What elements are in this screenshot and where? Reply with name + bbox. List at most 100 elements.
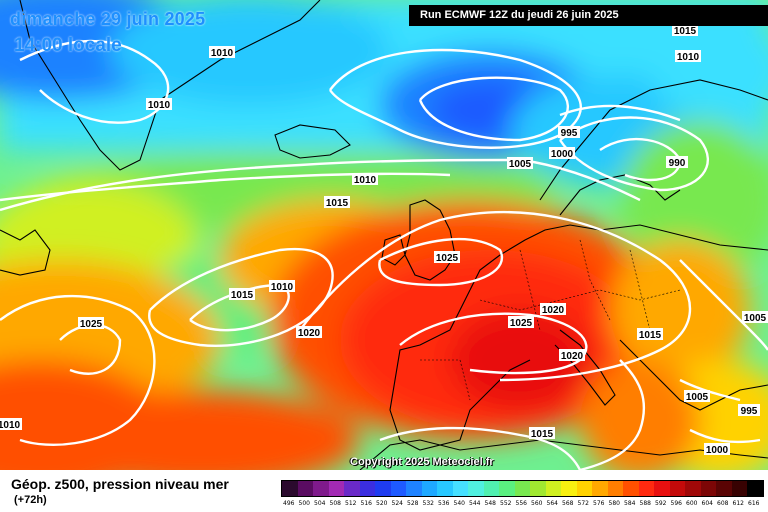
scale-swatch xyxy=(328,481,344,496)
svg-text:1005: 1005 xyxy=(686,392,709,403)
scale-label: 556 xyxy=(515,500,527,507)
svg-text:1025: 1025 xyxy=(80,319,103,330)
svg-text:1015: 1015 xyxy=(674,26,697,37)
svg-text:1000: 1000 xyxy=(706,445,729,456)
svg-text:1010: 1010 xyxy=(271,282,294,293)
scale-swatch xyxy=(514,481,530,496)
run-info-text: Run ECMWF 12Z du jeudi 26 juin 2025 xyxy=(420,9,619,21)
map-canvas: 1010 1010 1010 1015 1015 1010 1005 995 1… xyxy=(0,0,768,470)
scale-swatch xyxy=(421,481,437,496)
legend-forecast-offset: (+72h) xyxy=(14,494,47,506)
scale-label: 616 xyxy=(748,500,760,507)
svg-text:995: 995 xyxy=(561,128,578,139)
scale-label: 552 xyxy=(500,500,512,507)
scale-label: 604 xyxy=(701,500,713,507)
legend-title: Géop. z500, pression niveau mer xyxy=(11,476,229,492)
scale-label: 500 xyxy=(298,500,310,507)
legend-footer: Géop. z500, pression niveau mer (+72h) 4… xyxy=(0,470,768,512)
svg-text:1010: 1010 xyxy=(0,420,21,431)
svg-text:1015: 1015 xyxy=(531,429,554,440)
color-scale-labels: 496 500 504 508 512 516 520 524 528 532 536 540 544 5… xyxy=(281,500,761,510)
scale-label: 592 xyxy=(655,500,667,507)
svg-text:1010: 1010 xyxy=(148,100,171,111)
scale-swatch xyxy=(468,481,484,496)
scale-swatch xyxy=(530,481,546,496)
scale-label: 572 xyxy=(577,500,589,507)
scale-swatch xyxy=(282,481,298,496)
coastlines xyxy=(0,0,768,470)
scale-label: 516 xyxy=(360,500,372,507)
svg-text:1005: 1005 xyxy=(744,313,767,324)
scale-label: 584 xyxy=(624,500,636,507)
scale-swatch xyxy=(716,481,732,496)
scale-swatch xyxy=(437,481,453,496)
scale-swatch xyxy=(654,481,670,496)
scale-label: 528 xyxy=(407,500,419,507)
scale-label: 560 xyxy=(531,500,543,507)
forecast-map: 1010 1010 1010 1015 1015 1010 1005 995 1… xyxy=(0,0,768,470)
svg-text:1015: 1015 xyxy=(231,290,254,301)
geopotential-field xyxy=(0,0,768,470)
svg-text:1025: 1025 xyxy=(436,253,459,264)
svg-text:990: 990 xyxy=(669,158,686,169)
scale-swatch xyxy=(297,481,313,496)
scale-label: 608 xyxy=(717,500,729,507)
scale-swatch xyxy=(700,481,716,496)
scale-label: 508 xyxy=(329,500,341,507)
forecast-local-time: 14:00 locale xyxy=(14,35,122,56)
scale-label: 496 xyxy=(283,500,295,507)
svg-text:1010: 1010 xyxy=(211,48,234,59)
scale-label: 548 xyxy=(484,500,496,507)
scale-label: 576 xyxy=(593,500,605,507)
scale-swatch xyxy=(561,481,577,496)
scale-label: 540 xyxy=(453,500,465,507)
svg-text:1005: 1005 xyxy=(509,159,532,170)
isobar-labels: 1010 1010 1010 1015 1015 1010 1005 995 1… xyxy=(0,24,768,456)
svg-text:1020: 1020 xyxy=(561,351,584,362)
forecast-date: dimanche 29 juin 2025 xyxy=(10,9,206,29)
run-info-banner: Run ECMWF 12Z du jeudi 26 juin 2025 xyxy=(409,5,768,26)
svg-text:1000: 1000 xyxy=(551,149,574,160)
color-scale-bar xyxy=(281,480,764,497)
scale-swatch xyxy=(592,481,608,496)
scale-swatch xyxy=(623,481,639,496)
svg-text:1010: 1010 xyxy=(354,175,377,186)
scale-label: 600 xyxy=(686,500,698,507)
svg-text:1010: 1010 xyxy=(677,52,700,63)
scale-label: 612 xyxy=(732,500,744,507)
scale-swatch xyxy=(359,481,375,496)
scale-swatch xyxy=(576,481,592,496)
scale-label: 524 xyxy=(391,500,403,507)
scale-swatch xyxy=(313,481,329,496)
svg-text:1020: 1020 xyxy=(298,328,321,339)
scale-swatch xyxy=(731,481,747,496)
scale-swatch xyxy=(638,481,654,496)
scale-label: 564 xyxy=(546,500,558,507)
scale-swatch xyxy=(390,481,406,496)
scale-label: 580 xyxy=(608,500,620,507)
scale-swatch xyxy=(685,481,701,496)
scale-swatch xyxy=(483,481,499,496)
scale-label: 544 xyxy=(469,500,481,507)
scale-swatch xyxy=(344,481,360,496)
scale-swatch xyxy=(545,481,561,496)
scale-swatch xyxy=(669,481,685,496)
scale-swatch xyxy=(375,481,391,496)
scale-label: 568 xyxy=(562,500,574,507)
scale-label: 536 xyxy=(438,500,450,507)
scale-swatch xyxy=(607,481,623,496)
svg-text:995: 995 xyxy=(741,406,758,417)
scale-swatch xyxy=(499,481,515,496)
scale-label: 588 xyxy=(639,500,651,507)
scale-label: 520 xyxy=(376,500,388,507)
scale-label: 512 xyxy=(345,500,357,507)
scale-swatch xyxy=(747,481,763,496)
svg-text:1015: 1015 xyxy=(639,330,662,341)
svg-text:1025: 1025 xyxy=(510,318,533,329)
copyright-notice: Copyright 2025 Meteociel.fr xyxy=(350,456,494,468)
scale-swatch xyxy=(406,481,422,496)
scale-swatch xyxy=(452,481,468,496)
svg-text:1020: 1020 xyxy=(542,305,565,316)
scale-label: 504 xyxy=(314,500,326,507)
scale-label: 596 xyxy=(670,500,682,507)
